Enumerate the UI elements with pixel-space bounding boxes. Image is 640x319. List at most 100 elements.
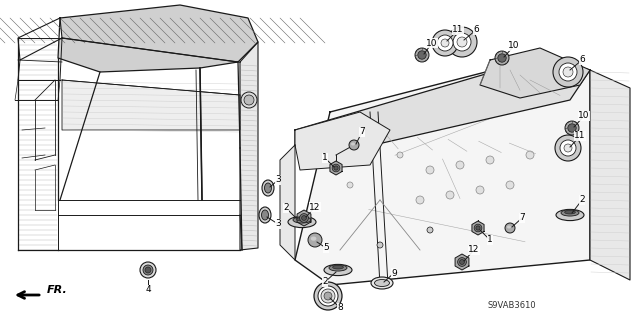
Circle shape [416,196,424,204]
Circle shape [241,92,257,108]
Text: 8: 8 [337,303,343,313]
Ellipse shape [288,216,316,227]
Circle shape [476,186,484,194]
Circle shape [563,67,573,77]
Ellipse shape [293,217,311,223]
Circle shape [474,224,482,232]
Polygon shape [295,58,590,155]
Ellipse shape [311,236,316,241]
Circle shape [301,216,307,220]
Polygon shape [295,58,590,285]
Ellipse shape [329,265,347,271]
Ellipse shape [351,143,355,145]
Ellipse shape [296,218,307,221]
Circle shape [300,214,308,222]
Ellipse shape [262,180,274,196]
Circle shape [427,227,433,233]
Ellipse shape [371,277,393,289]
Circle shape [347,182,353,188]
Text: 1: 1 [322,153,328,162]
Polygon shape [18,18,62,60]
Polygon shape [480,48,590,98]
Circle shape [332,164,340,172]
Circle shape [458,258,467,266]
Circle shape [140,262,156,278]
Text: 3: 3 [275,219,281,228]
Ellipse shape [262,210,269,220]
Text: 2: 2 [322,278,328,286]
Circle shape [447,27,477,57]
Polygon shape [62,80,240,130]
Text: 2: 2 [579,196,585,204]
Circle shape [476,226,480,230]
Ellipse shape [564,211,575,214]
Ellipse shape [264,183,271,193]
Text: 1: 1 [487,235,493,244]
Circle shape [559,63,577,81]
Text: S9VAB3610: S9VAB3610 [488,301,536,310]
Ellipse shape [561,210,579,216]
Text: 12: 12 [309,203,321,211]
Circle shape [564,144,572,152]
Circle shape [486,156,494,164]
Circle shape [418,51,426,59]
Circle shape [426,166,434,174]
Ellipse shape [374,279,390,286]
Text: 11: 11 [574,131,586,140]
Text: 10: 10 [579,112,589,121]
Circle shape [143,265,153,275]
Circle shape [453,33,471,51]
Text: 12: 12 [468,246,480,255]
Ellipse shape [333,265,344,269]
Text: 9: 9 [391,269,397,278]
Circle shape [526,151,534,159]
Text: 2: 2 [283,204,289,212]
Polygon shape [280,145,295,260]
Text: 7: 7 [519,213,525,222]
Circle shape [244,95,254,105]
Polygon shape [58,5,258,72]
Text: 3: 3 [275,175,281,184]
Ellipse shape [324,264,352,276]
Circle shape [334,166,338,170]
Ellipse shape [556,209,584,221]
Polygon shape [472,221,484,235]
Text: 11: 11 [452,26,464,34]
Circle shape [498,54,506,62]
Circle shape [377,242,383,248]
Polygon shape [455,254,469,270]
Text: 6: 6 [473,26,479,34]
Ellipse shape [507,226,511,228]
Circle shape [145,267,151,273]
Circle shape [318,286,338,306]
Circle shape [568,124,576,132]
Circle shape [308,233,322,247]
Circle shape [324,292,332,300]
Text: 10: 10 [508,41,520,50]
Circle shape [505,223,515,233]
Ellipse shape [259,207,271,223]
Circle shape [432,30,458,56]
Text: 4: 4 [145,286,151,294]
Polygon shape [330,161,342,175]
Circle shape [553,57,583,87]
Circle shape [314,282,342,310]
Circle shape [446,191,454,199]
Text: 7: 7 [359,128,365,137]
Circle shape [457,37,467,47]
Circle shape [321,289,335,303]
Circle shape [565,121,579,135]
Circle shape [415,48,429,62]
Polygon shape [295,112,390,170]
Circle shape [555,135,581,161]
Polygon shape [297,210,311,226]
Polygon shape [240,42,258,250]
Circle shape [441,39,449,47]
Circle shape [397,152,403,158]
Text: 6: 6 [579,56,585,64]
Text: 5: 5 [323,243,329,253]
Text: 10: 10 [426,39,438,48]
Circle shape [506,181,514,189]
Circle shape [460,260,465,264]
Circle shape [349,140,359,150]
